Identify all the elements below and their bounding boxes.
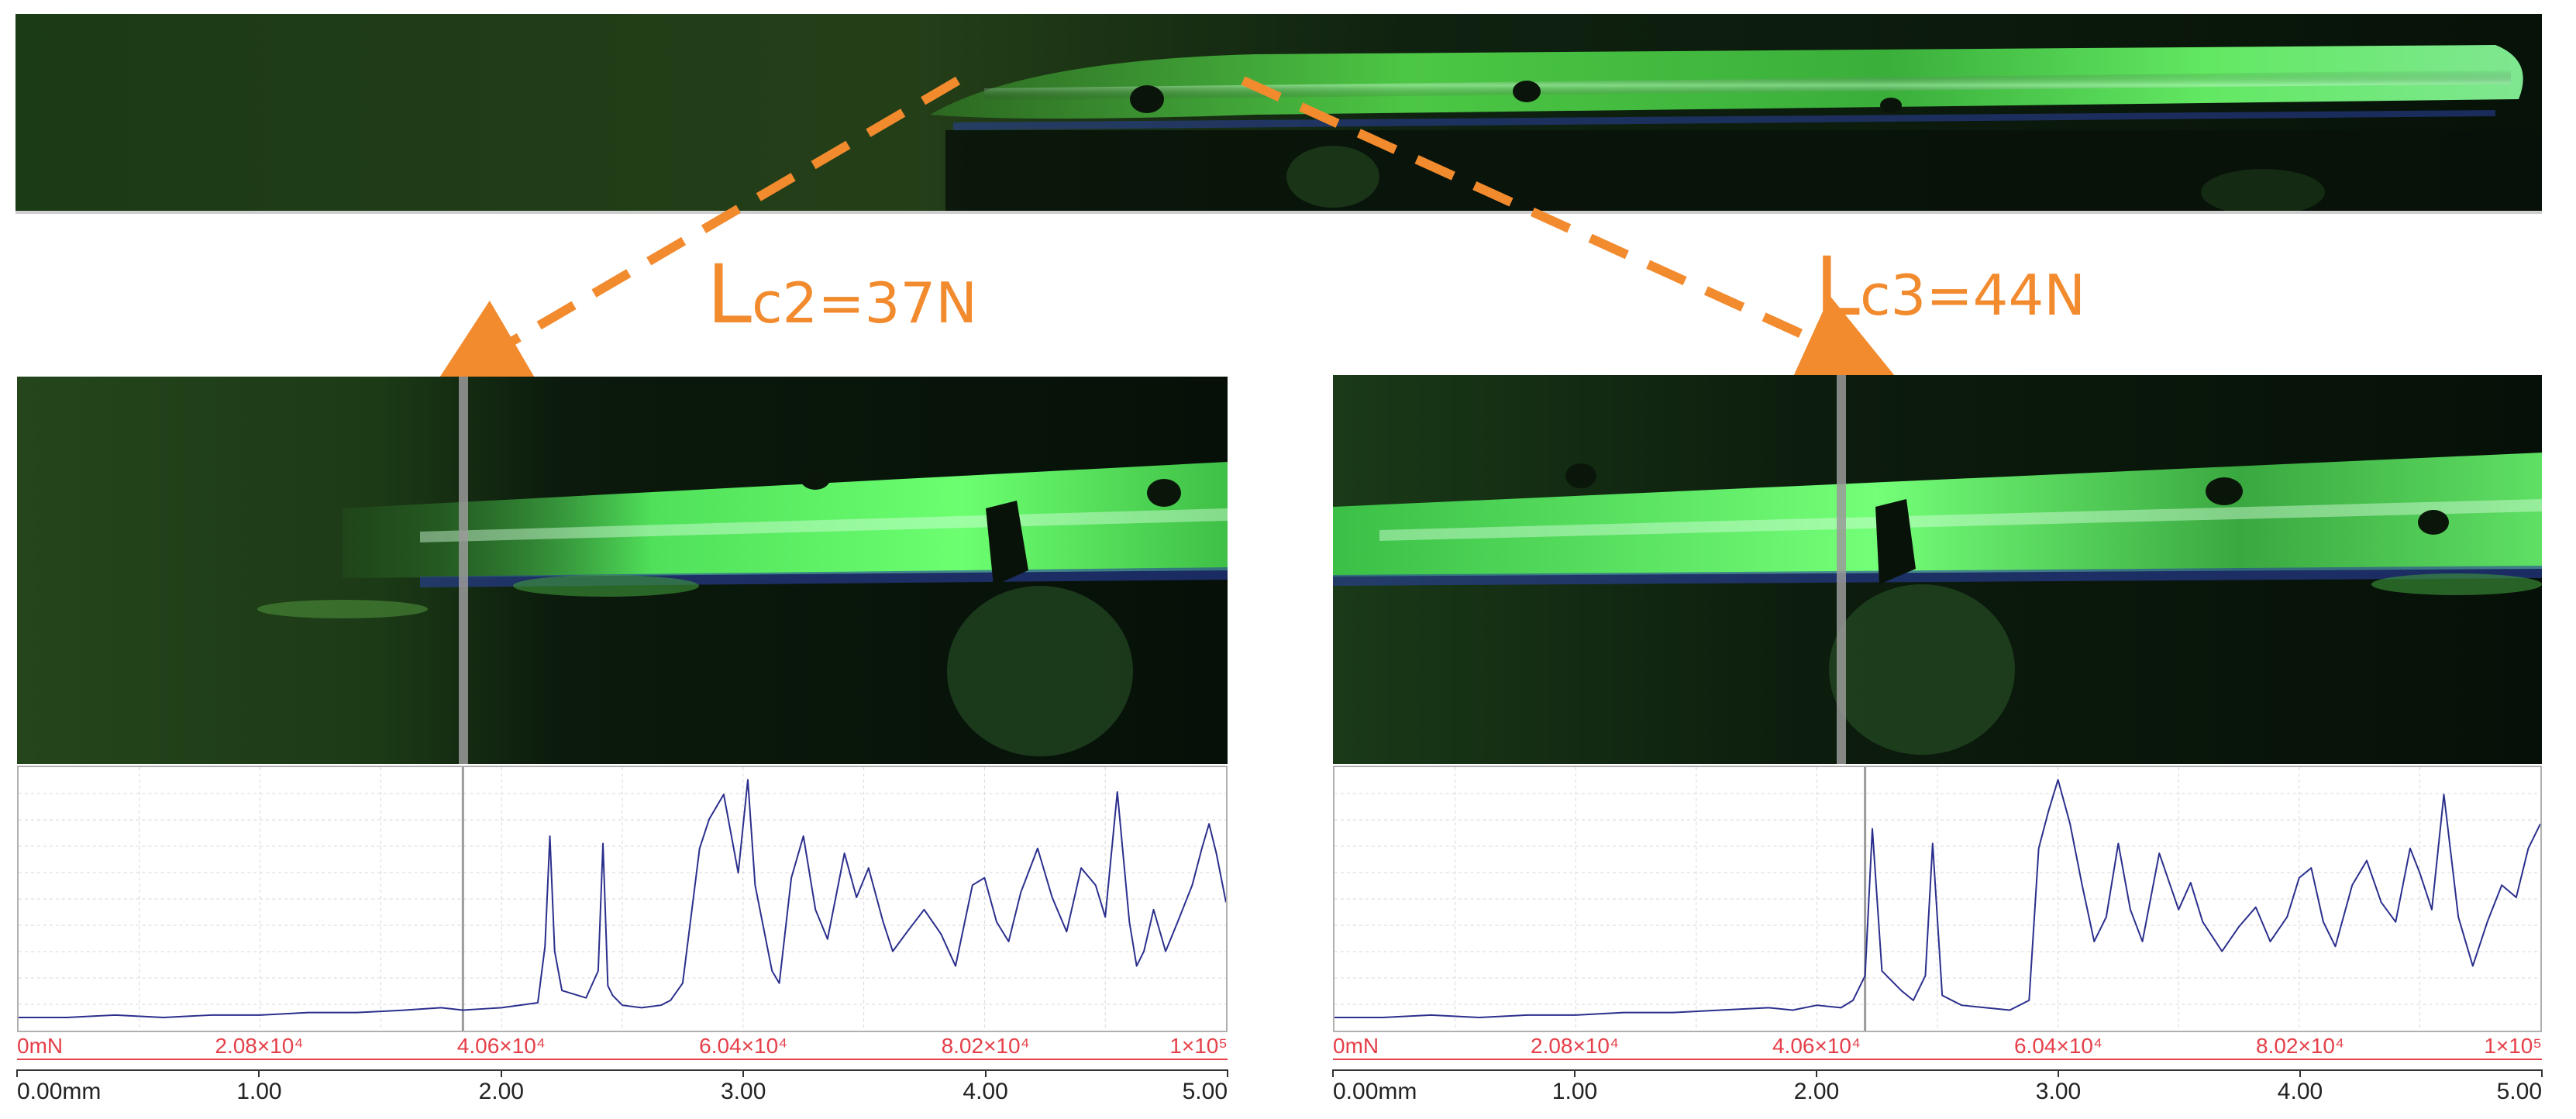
distance-tick-mark	[2299, 1069, 2301, 1077]
annotation-lc2-rest: c2=37N	[751, 270, 978, 336]
scratch-track-overview-image	[15, 14, 2542, 212]
annotation-lc3: Lc3=44N	[1815, 246, 2085, 327]
force-tick-label: 8.02×10⁴	[2255, 1034, 2345, 1058]
lc2-position-marker	[459, 377, 468, 764]
distance-tick-mark	[2541, 1069, 2543, 1077]
signal-series-line	[19, 779, 1226, 1018]
distance-tick-label: 2.00	[1793, 1079, 1840, 1104]
distance-tick-label: 3.00	[2035, 1079, 2082, 1104]
distance-tick-mark	[742, 1069, 745, 1077]
distance-tick-label: 1.00	[236, 1079, 282, 1104]
force-tick-label: 4.06×10⁴	[456, 1034, 546, 1058]
force-tick-label: 4.06×10⁴	[1772, 1034, 1861, 1058]
distance-axis-lc2: 0.00mm 1.00 2.00 3.00 4.00 5.00	[16, 1069, 1228, 1108]
micrograph-lc2	[17, 377, 1228, 764]
distance-tick-mark	[16, 1069, 18, 1077]
distance-axis-lc3: 0.00mm 1.00 2.00 3.00 4.00 5.00	[1332, 1069, 2543, 1108]
distance-tick-label: 4.00	[2277, 1079, 2323, 1104]
signal-series-line	[1334, 779, 2540, 1018]
force-axis-lc2: 0mN 2.08×10⁴ 4.06×10⁴ 6.04×10⁴ 8.02×10⁴ 1×10⁵	[17, 1034, 1228, 1065]
distance-tick-mark	[1574, 1069, 1576, 1077]
distance-tick-label: 0.00mm	[1333, 1079, 1417, 1104]
force-tick-label: 6.04×10⁴	[699, 1034, 788, 1058]
distance-tick-mark	[984, 1069, 987, 1077]
annotation-lc2: Lc2=37N	[707, 254, 977, 335]
annotation-lc2-prefix: L	[707, 247, 752, 342]
distance-tick-label: 4.00	[963, 1079, 1008, 1104]
signal-plot-lc3-svg	[1334, 767, 2540, 1031]
overview-bottom-rule	[15, 211, 2542, 214]
force-tick-label: 8.02×10⁴	[941, 1034, 1030, 1058]
signal-plot-lc3	[1333, 766, 2542, 1032]
force-tick-label: 1×10⁵	[1169, 1034, 1228, 1058]
force-tick-label: 1×10⁵	[2484, 1034, 2542, 1058]
distance-tick-mark	[1227, 1069, 1228, 1077]
signal-plot-lc2	[17, 766, 1228, 1032]
distance-tick-label: 2.00	[478, 1079, 524, 1104]
distance-tick-mark	[1332, 1069, 1334, 1077]
distance-tick-label: 3.00	[720, 1079, 766, 1104]
distance-tick-label: 5.00	[1182, 1079, 1228, 1104]
force-tick-label: 0mN	[17, 1034, 64, 1058]
annotation-lc3-rest: c3=44N	[1859, 263, 2086, 328]
force-tick-label: 0mN	[1333, 1034, 1379, 1058]
force-tick-label: 2.08×10⁴	[1530, 1034, 1620, 1058]
distance-tick-label: 0.00mm	[17, 1079, 102, 1104]
force-tick-label: 6.04×10⁴	[2013, 1034, 2103, 1058]
force-axis-lc3: 0mN 2.08×10⁴ 4.06×10⁴ 6.04×10⁴ 8.02×10⁴ 1×10⁵	[1333, 1034, 2542, 1065]
force-tick-label: 2.08×10⁴	[215, 1034, 304, 1058]
signal-plot-lc2-svg	[19, 767, 1226, 1031]
micrograph-lc3	[1333, 375, 2542, 764]
distance-tick-label: 1.00	[1551, 1079, 1598, 1104]
distance-tick-mark	[500, 1069, 502, 1077]
distance-tick-mark	[258, 1069, 260, 1077]
distance-tick-label: 5.00	[2496, 1079, 2542, 1104]
lc3-position-marker	[1837, 375, 1846, 764]
distance-tick-mark	[2058, 1069, 2059, 1077]
distance-tick-mark	[1816, 1069, 1817, 1077]
annotation-lc3-prefix: L	[1815, 239, 1860, 334]
